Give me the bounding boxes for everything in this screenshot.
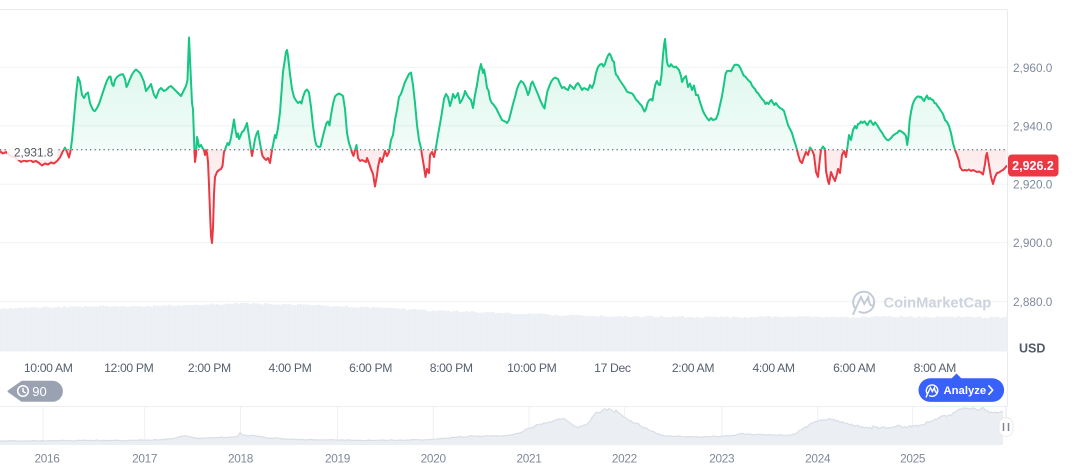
svg-text:2,931.8: 2,931.8 [14,145,54,159]
svg-text:2022: 2022 [612,452,637,466]
svg-text:2,900.0: 2,900.0 [1013,236,1053,250]
svg-text:8:00 PM: 8:00 PM [430,361,473,375]
svg-text:2025: 2025 [900,452,926,466]
svg-text:2:00 PM: 2:00 PM [188,361,231,375]
svg-text:2:00 AM: 2:00 AM [672,361,714,375]
svg-text:2,960.0: 2,960.0 [1013,61,1053,75]
svg-text:2019: 2019 [325,452,350,466]
svg-text:17 Dec: 17 Dec [594,361,631,375]
svg-text:10:00 AM: 10:00 AM [24,361,73,375]
svg-text:2024: 2024 [805,452,831,466]
svg-text:90: 90 [32,384,46,399]
svg-text:6:00 PM: 6:00 PM [349,361,392,375]
svg-text:6:00 AM: 6:00 AM [833,361,875,375]
svg-text:2021: 2021 [516,452,541,466]
svg-text:2016: 2016 [34,452,60,466]
svg-text:2020: 2020 [421,452,447,466]
svg-text:2,940.0: 2,940.0 [1013,119,1053,133]
svg-text:2,880.0: 2,880.0 [1013,295,1053,309]
svg-text:2,920.0: 2,920.0 [1013,178,1053,192]
svg-text:10:00 PM: 10:00 PM [507,361,557,375]
svg-text:CoinMarketCap: CoinMarketCap [884,296,992,312]
svg-text:USD: USD [1019,342,1045,356]
svg-text:2017: 2017 [132,452,157,466]
svg-text:4:00 AM: 4:00 AM [752,361,794,375]
svg-text:2018: 2018 [228,452,254,466]
svg-text:2,926.2: 2,926.2 [1012,159,1054,173]
svg-text:Analyze: Analyze [944,385,987,397]
svg-text:4:00 PM: 4:00 PM [269,361,312,375]
svg-text:8:00 AM: 8:00 AM [914,361,956,375]
svg-text:2023: 2023 [709,452,735,466]
svg-text:12:00 PM: 12:00 PM [104,361,154,375]
